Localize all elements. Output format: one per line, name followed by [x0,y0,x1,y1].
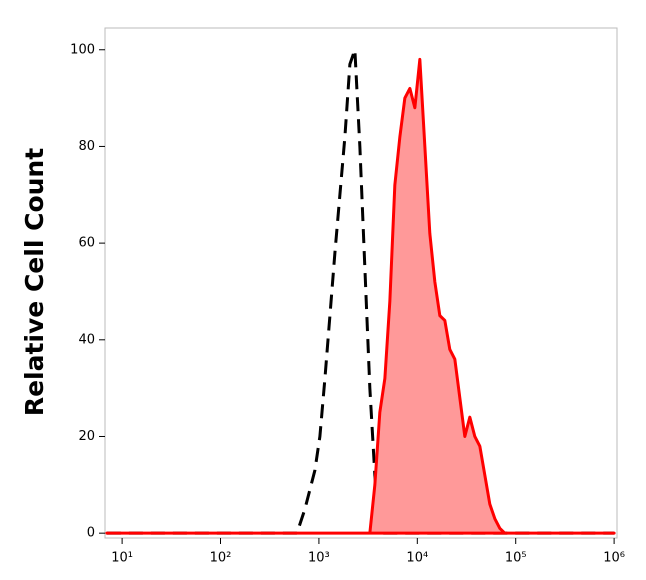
y-axis-title: Relative Cell Count [20,148,49,416]
y-tick-label: 100 [70,42,95,57]
y-tick-label: 0 [87,526,95,541]
x-tick-label: 10³ [308,551,330,566]
y-tick-label: 60 [78,236,95,251]
plot-frame [104,27,618,539]
x-tick-label: 10⁵ [505,551,527,566]
x-tick-label: 10⁶ [603,551,625,566]
x-tick-label: 10² [210,551,232,566]
y-tick-label: 80 [78,139,95,154]
y-tick-label: 40 [78,332,95,347]
y-tick-label: 20 [78,429,95,444]
histogram [105,57,616,535]
x-tick-label: 10¹ [111,551,133,566]
histogram [106,48,615,535]
x-tick-label: 10⁴ [406,551,428,566]
